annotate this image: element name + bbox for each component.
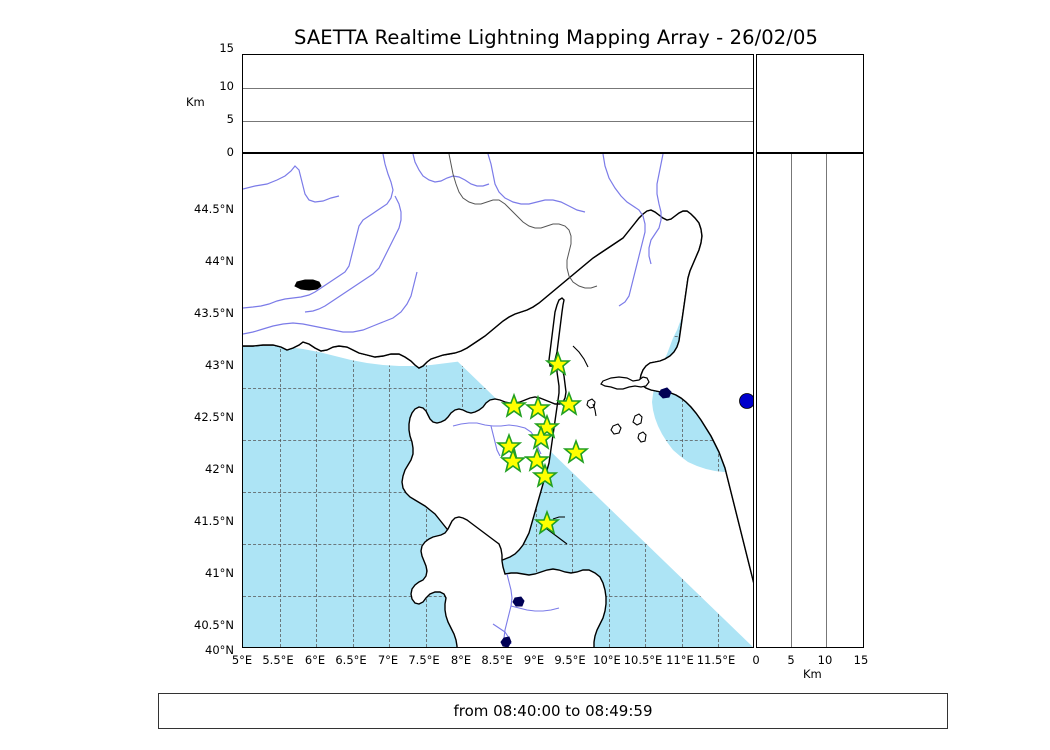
lagoon-detail — [294, 279, 322, 291]
map-ytick-41: 41°N — [205, 566, 234, 580]
station-star — [500, 392, 528, 418]
coastal-lagoon-orbetello — [658, 387, 672, 399]
map-xtick-11: 11°E — [666, 653, 694, 667]
map-xtick-10.5: 10.5°E — [623, 653, 663, 667]
map-xtick-8: 8°E — [450, 653, 472, 667]
map-xtick-6: 6°E — [304, 653, 326, 667]
map-ytick-40: 40°N — [205, 643, 234, 657]
map-ytick-44.5: 44.5°N — [194, 202, 234, 216]
map-ytick-41.5: 41.5°N — [194, 514, 234, 528]
map-xtick-5: 5°E — [231, 653, 253, 667]
top-altitude-panel[interactable] — [242, 54, 754, 153]
blue-marker — [739, 393, 753, 409]
right-xtick-0: 0 — [752, 653, 760, 667]
top-ytick-0: 0 — [226, 145, 234, 159]
graticule-lon-5.5 — [279, 154, 281, 647]
time-range-footer: from 08:40:00 to 08:49:59 — [158, 693, 948, 729]
right-xtick-5: 5 — [787, 653, 795, 667]
map-xtick-8.5: 8.5°E — [481, 653, 513, 667]
right-panel-gridline-5 — [791, 154, 792, 647]
station-star — [555, 390, 583, 416]
map-xtick-9.5: 9.5°E — [554, 653, 586, 667]
graticule-lon-11 — [681, 154, 683, 647]
right-altitude-panel[interactable] — [756, 153, 864, 648]
graticule-lon-6.5 — [352, 154, 354, 647]
right-panel-gridline-10 — [826, 154, 827, 647]
station-star — [544, 350, 572, 376]
map-ytick-44: 44°N — [205, 254, 234, 268]
map-xtick-11.5: 11.5°E — [696, 653, 736, 667]
map-xtick-10: 10°E — [593, 653, 621, 667]
page-title: SAETTA Realtime Lightning Mapping Array … — [294, 26, 818, 49]
top-ytick-10: 10 — [219, 79, 234, 93]
coastline-map — [243, 154, 753, 647]
pianosa-island — [610, 423, 622, 435]
top-panel-gridline-10 — [243, 88, 753, 89]
map-plot-area[interactable] — [242, 153, 754, 648]
offshore-detail-3 — [552, 516, 565, 520]
station-star — [523, 446, 551, 472]
station-star — [499, 447, 527, 473]
top-panel-gridline-5 — [243, 121, 753, 122]
station-star — [533, 509, 561, 535]
offshore-detail-1 — [572, 345, 589, 368]
map-xtick-7: 7°E — [377, 653, 399, 667]
top-ytick-5: 5 — [226, 112, 234, 126]
right-panel-axis-label: Km — [803, 667, 822, 681]
rivers-france — [243, 154, 664, 335]
time-range-text: from 08:40:00 to 08:49:59 — [453, 702, 653, 720]
station-star — [562, 438, 590, 464]
map-xtick-5.5: 5.5°E — [262, 653, 294, 667]
landfill-europe — [243, 154, 753, 580]
map-ytick-40.5: 40.5°N — [194, 618, 234, 632]
graticule-lon-6 — [316, 154, 318, 647]
graticule-lon-7 — [389, 154, 391, 647]
sardinia-lake-north — [512, 596, 525, 607]
right-xtick-15: 15 — [853, 653, 869, 667]
offshore-detail-2 — [592, 403, 597, 417]
station-star — [495, 432, 523, 458]
lma-station-markers — [495, 350, 590, 535]
coastline-outline — [243, 209, 753, 583]
map-xtick-6.5: 6.5°E — [335, 653, 367, 667]
map-xtick-9: 9°E — [523, 653, 545, 667]
offshore-detail-4 — [542, 525, 568, 545]
admin-borders — [448, 154, 598, 289]
top-ytick-15: 15 — [219, 41, 234, 55]
cap-corse — [548, 297, 565, 367]
station-star — [531, 462, 559, 488]
sardinia-lake-south — [500, 636, 512, 647]
map-ytick-43: 43°N — [205, 358, 234, 372]
graticule-lon-8 — [462, 154, 464, 647]
top-panel-axis-label: Km — [186, 95, 205, 109]
graticule-lon-7.5 — [425, 154, 427, 647]
map-ytick-42: 42°N — [205, 462, 234, 476]
right-xtick-10: 10 — [817, 653, 833, 667]
montecristo-island — [632, 413, 643, 426]
top-right-corner-panel[interactable] — [756, 54, 864, 153]
map-xtick-7.5: 7.5°E — [408, 653, 440, 667]
map-ytick-42.5: 42.5°N — [194, 410, 234, 424]
giglio-island — [637, 431, 647, 443]
map-ytick-43.5: 43.5°N — [194, 306, 234, 320]
station-star — [527, 424, 555, 450]
elba-island — [600, 376, 650, 390]
station-star — [524, 394, 552, 420]
